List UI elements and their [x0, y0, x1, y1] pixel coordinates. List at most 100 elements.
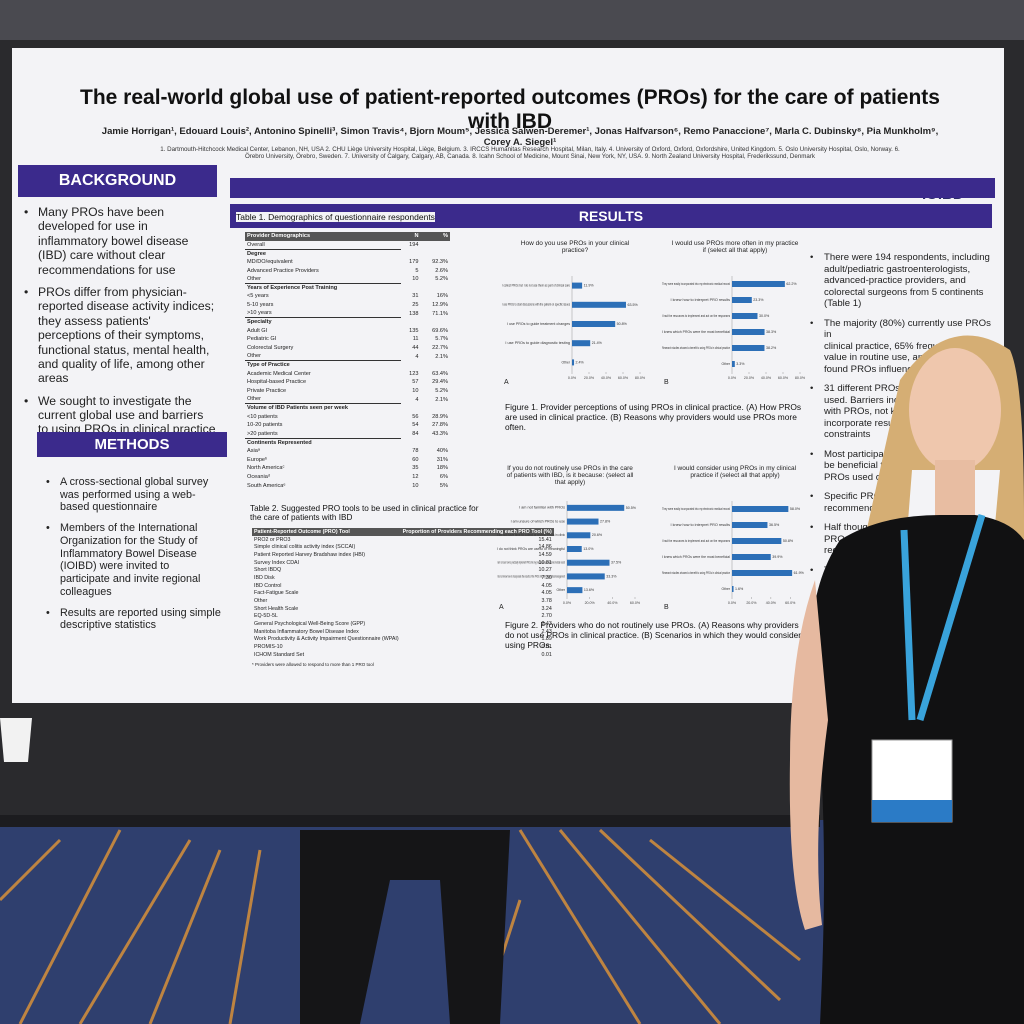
- table-cell: 78: [412, 448, 419, 455]
- bullet-line: recommenda: [824, 502, 880, 514]
- bar-label: I am unsure of which PROs to use: [511, 519, 566, 523]
- figure-caption: Figure 1. Provider perceptions of using …: [505, 402, 802, 432]
- x-tick-label: 20.0%: [584, 376, 595, 380]
- table-cell: 7.30: [541, 574, 552, 581]
- value-label: 3.3%: [736, 362, 745, 366]
- table-row: Asiaᵃ 78 40%: [245, 447, 450, 456]
- table-cell: 22.7%: [432, 345, 448, 352]
- bar: [567, 573, 605, 580]
- column-header: Provider Demographics: [247, 233, 311, 240]
- bar-label: I am not familiar with PROs: [519, 506, 565, 510]
- table-row: Other 3.78: [252, 597, 554, 605]
- bar-label: Research studies showed a benefit to usi…: [662, 571, 730, 575]
- value-label: 23.3%: [753, 298, 764, 302]
- bullet: Members of the International Organizatio…: [46, 522, 222, 598]
- bar: [732, 345, 765, 351]
- table-cell: 43.3%: [432, 430, 448, 437]
- table-cell: Advanced Practice Providers: [247, 267, 319, 274]
- bullet-line: Specific PRO t: [824, 491, 887, 502]
- bar: [567, 518, 599, 525]
- bar-label: I use PROs to start discussions with the…: [502, 303, 570, 307]
- table-row: Type of Practice: [245, 360, 450, 370]
- value-label: 62.2%: [786, 282, 797, 286]
- bullet-line: There were 194 respondents, including: [824, 252, 990, 263]
- table-cell: Volume of IBD Patients seen per week: [245, 403, 401, 413]
- chart-question: If you do not routinely use PROs in the …: [506, 465, 634, 486]
- table-cell: 40%: [436, 448, 448, 455]
- table-cell: Patient Reported Harvey Bradshaw index (…: [254, 551, 365, 558]
- table-cell: 194: [409, 241, 419, 248]
- value-label: 33.3%: [606, 574, 617, 578]
- table-cell: 29.4%: [432, 379, 448, 386]
- section-heading: BACKGROUND: [18, 165, 217, 197]
- table-cell: 0.01: [541, 651, 552, 658]
- bar-label: Other: [562, 360, 571, 364]
- table-row: Years of Experience Post Training: [245, 283, 450, 293]
- bar: [732, 313, 758, 319]
- bar-label: I am not sure how to practically impleme…: [497, 561, 565, 565]
- table-cell: 10.81: [538, 559, 552, 566]
- table-cell: 12: [412, 473, 419, 480]
- table-cell: Pediatric GI: [247, 336, 277, 343]
- table-cell: 15.41: [538, 536, 552, 543]
- table-row: Manitoba Inflammatory Bowel Disease Inde…: [252, 628, 554, 636]
- x-tick-label: 20.0%: [585, 601, 596, 605]
- bar: [567, 546, 582, 552]
- table-cell: 27.8%: [432, 422, 448, 429]
- x-tick-label: 40.0%: [601, 376, 612, 380]
- table-cell: 179: [409, 259, 419, 266]
- table-row: Simple clinical colitis activity index (…: [252, 543, 554, 551]
- table-row: IBD Disk 7.30: [252, 574, 554, 582]
- bar-label: I knew how to interpret PRO results: [671, 298, 731, 302]
- table-cell: PRO2 or PRO3: [254, 536, 291, 543]
- x-tick-label: 60.0%: [785, 601, 796, 605]
- bullet-line: be beneficial to: [824, 460, 889, 471]
- table-cell: 92.3%: [432, 259, 448, 266]
- table-cell: PROMIS-10: [254, 644, 283, 651]
- table-row: Degree: [245, 248, 450, 258]
- value-label: 11.9%: [584, 284, 595, 288]
- table-cell: 54: [412, 422, 419, 429]
- table-cell: 31%: [436, 456, 448, 463]
- bar-label: They were easily incorporated into my el…: [662, 507, 730, 511]
- chart-question: I would consider using PROs in my clinic…: [673, 465, 797, 479]
- table-cell: MD/DO/equivalent: [247, 259, 293, 266]
- value-label: 37.5%: [611, 561, 622, 565]
- value-label: 63.5%: [627, 303, 638, 307]
- table-cell: EQ-5D-5L: [254, 613, 278, 620]
- table-cell: 12.9%: [432, 302, 448, 309]
- bullet-line: Most participant: [824, 448, 892, 460]
- bullet-line: advanced-practice providers, and: [824, 275, 966, 286]
- bar-label: I use PROs to guide treatment changes: [507, 322, 570, 326]
- table-grid: Provider Demographics N% Overall 194 Degree M…: [245, 232, 450, 490]
- table-row: Short Health Scale 3.24: [252, 605, 554, 613]
- table-cell: 2.43: [541, 621, 552, 628]
- value-label: 21.4%: [592, 341, 603, 345]
- table-cell: Simple clinical colitis activity index (…: [254, 544, 356, 551]
- bar-label: I knew how to interpret PRO results: [671, 523, 731, 527]
- bar: [732, 361, 735, 367]
- bar-label: I use PROs to guide diagnostic testing: [505, 341, 570, 345]
- bullet: PROs differ from physician-reported dise…: [24, 285, 216, 386]
- bar-label: I do not have time to collect or review …: [497, 533, 565, 537]
- bar: [732, 538, 782, 544]
- x-tick-label: 40.0%: [607, 601, 618, 605]
- value-label: 50.5%: [626, 506, 637, 510]
- table-row: EQ-5D-5L 2.70: [252, 613, 554, 621]
- table-header-row: Patient-Reported Outcome (PRO) Tool Propo…: [252, 528, 554, 536]
- table-cell: Type of Practice: [245, 360, 401, 370]
- table-cell: 138: [409, 310, 419, 317]
- bullet: Many PROs have been developed for use in…: [24, 205, 216, 277]
- table-row: North Americaᶜ 35 18%: [245, 464, 450, 473]
- x-tick-label: 40.0%: [761, 376, 772, 380]
- section-bar: [230, 178, 995, 198]
- bar: [732, 329, 765, 335]
- table-cell: 4.05: [541, 582, 552, 589]
- table-cell: Adult GI: [247, 327, 268, 334]
- bullet-line: constraints: [824, 429, 871, 440]
- table-footnote: * Providers were allowed to respond to m…: [252, 661, 374, 667]
- bullet-line: used. Barriers includ: [824, 394, 912, 406]
- value-label: 38.3%: [766, 330, 777, 334]
- table-cell: 31: [412, 293, 419, 300]
